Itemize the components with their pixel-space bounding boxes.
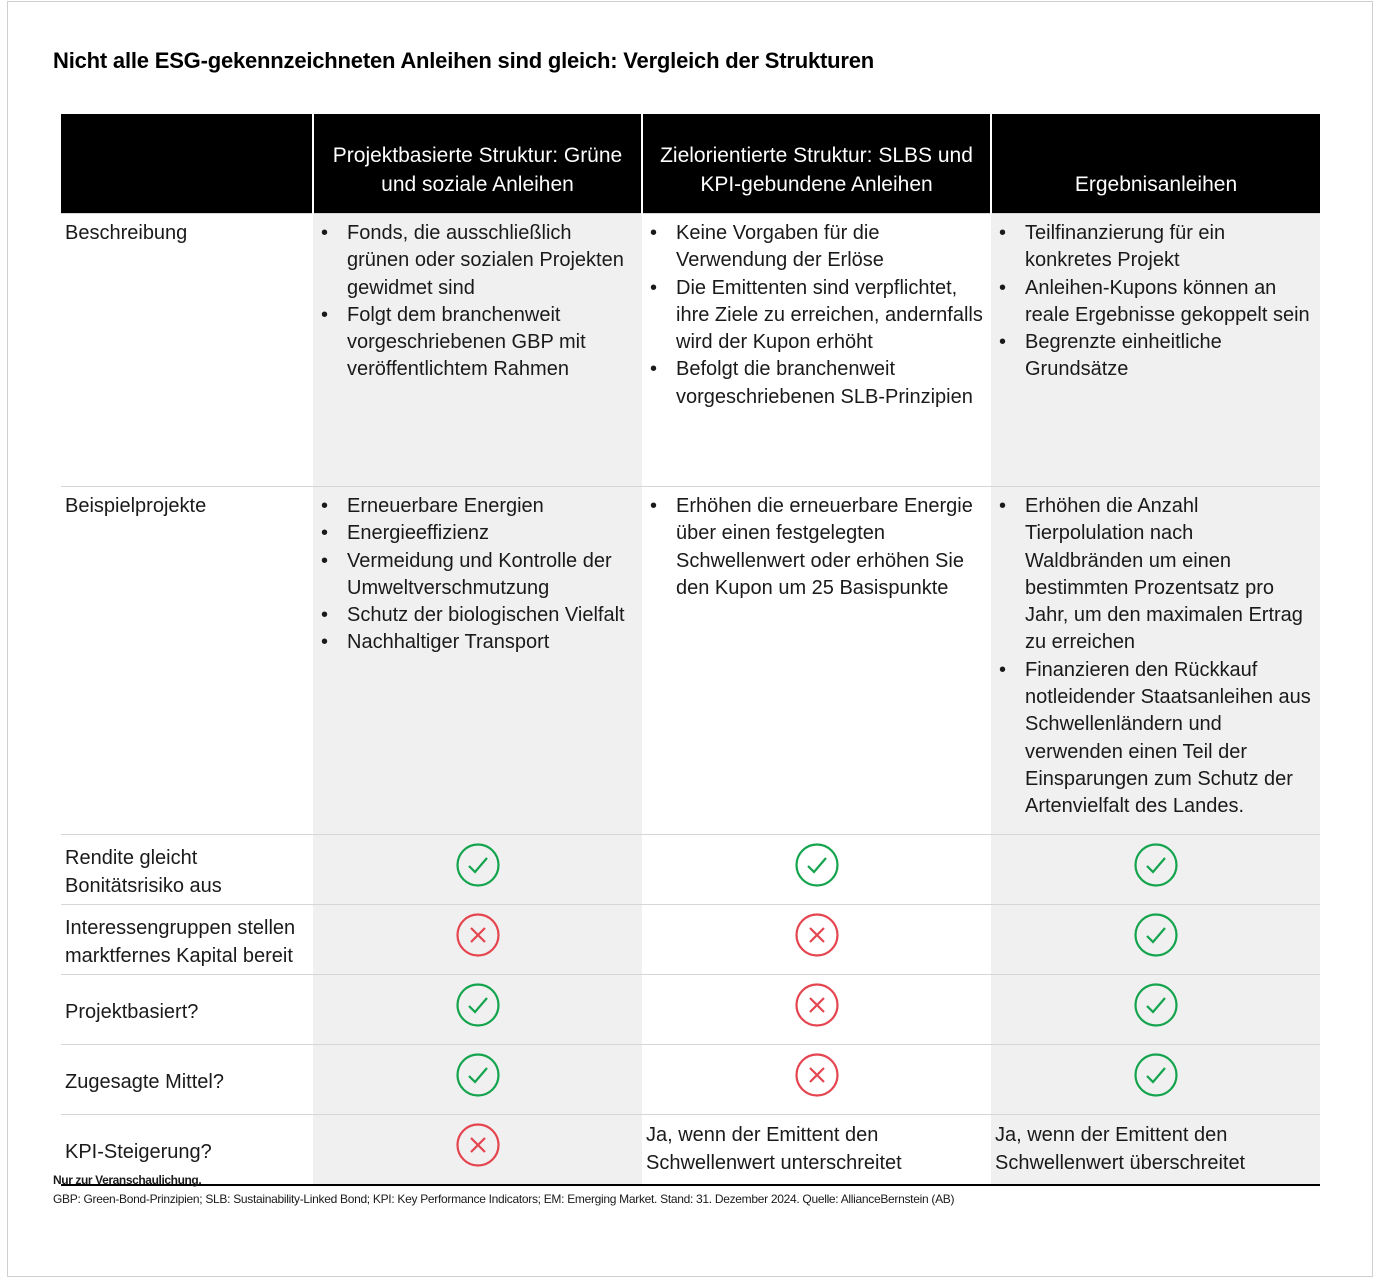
cell-check: [991, 1044, 1320, 1115]
row-rendite: Rendite gleicht Bonitätsrisiko aus: [61, 834, 1320, 905]
comparison-table: Projektbasierte Struktur: Grüne und sozi…: [61, 114, 1320, 1186]
list-item: Finanzieren den Rückkauf notleidender St…: [999, 657, 1316, 821]
cell-check: [991, 904, 1320, 975]
list-item: Anleihen-Kupons können an reale Ergebnis…: [999, 275, 1316, 330]
cross-icon: [455, 913, 500, 957]
list-item: Erhöhen die Anzahl Tierpolulation nach W…: [999, 493, 1316, 657]
row-label: Beispielprojekte: [61, 486, 313, 835]
page-title: Nicht alle ESG-gekennzeichneten Anleihen…: [53, 48, 875, 73]
cell-cross: [642, 974, 991, 1045]
row-label: Interessengruppen stellen marktfernes Ka…: [61, 904, 313, 975]
check-icon: [1133, 913, 1178, 957]
header-outcome-bonds: Ergebnisanleihen: [990, 114, 1320, 214]
list-item: Energieeffizienz: [321, 520, 638, 548]
check-icon: [455, 983, 500, 1027]
cross-icon: [794, 983, 839, 1027]
header-empty: [61, 114, 313, 214]
row-beispiel: BeispielprojekteErneuerbare EnergienEner…: [61, 486, 1320, 835]
list-item: Erhöhen die erneuerbare Energie über ein…: [650, 493, 987, 602]
cell-cross: [642, 1044, 991, 1115]
page-frame: [7, 1, 1373, 1277]
list-item: Befolgt die branchenweit vorgeschriebene…: [650, 356, 987, 411]
cell-text: Ja, wenn der Emittent den Schwellenwert …: [991, 1114, 1320, 1186]
cell-c2: Keine Vorgaben für die Verwendung der Er…: [642, 213, 991, 487]
cell-c1: Fonds, die ausschließlich grünen oder so…: [313, 213, 642, 487]
list-item: Schutz der biologischen Vielfalt: [321, 602, 638, 630]
header-goal-oriented: Zielorientierte Struktur: SLBS und KPI-g…: [641, 114, 991, 214]
header-project-based: Projektbasierte Struktur: Grüne und sozi…: [312, 114, 642, 214]
list-item: Begrenzte einheitliche Grundsätze: [999, 329, 1316, 384]
cell-check: [642, 834, 991, 905]
row-kpi: KPI-Steigerung? Ja, wenn der Emittent den…: [61, 1114, 1320, 1186]
cell-cross: [313, 904, 642, 975]
cell-c1: Erneuerbare EnergienEnergieeffizienzVerm…: [313, 486, 642, 835]
list-item: Die Emittenten sind verpflichtet, ihre Z…: [650, 275, 987, 357]
cross-icon: [794, 1053, 839, 1097]
check-icon: [1133, 843, 1178, 887]
cell-c3: Erhöhen die Anzahl Tierpolulation nach W…: [991, 486, 1320, 835]
row-mittel: Zugesagte Mittel?: [61, 1044, 1320, 1115]
row-interessen: Interessengruppen stellen marktfernes Ka…: [61, 904, 1320, 975]
row-beschreibung: BeschreibungFonds, die ausschließlich gr…: [61, 213, 1320, 487]
list-item: Erneuerbare Energien: [321, 493, 638, 521]
row-projekt: Projektbasiert?: [61, 974, 1320, 1045]
check-icon: [455, 1053, 500, 1097]
cell-check: [313, 834, 642, 905]
list-item: Teilfinanzierung für ein konkretes Proje…: [999, 220, 1316, 275]
row-label: Rendite gleicht Bonitätsrisiko aus: [61, 834, 313, 905]
cell-c3: Teilfinanzierung für ein konkretes Proje…: [991, 213, 1320, 487]
check-icon: [1133, 983, 1178, 1027]
list-item: Vermeidung und Kontrolle der Umweltversc…: [321, 548, 638, 603]
cell-cross: [642, 904, 991, 975]
cell-check: [313, 1044, 642, 1115]
cell-cross: [313, 1114, 642, 1186]
check-icon: [455, 843, 500, 887]
cross-icon: [794, 913, 839, 957]
cell-c2: Erhöhen die erneuerbare Energie über ein…: [642, 486, 991, 835]
check-icon: [1133, 1053, 1178, 1097]
footnote-title: Nur zur Veranschaulichung.: [53, 1173, 202, 1187]
list-item: Keine Vorgaben für die Verwendung der Er…: [650, 220, 987, 275]
list-item: Nachhaltiger Transport: [321, 629, 638, 657]
row-label: Projektbasiert?: [61, 974, 313, 1045]
row-label: KPI-Steigerung?: [61, 1114, 313, 1186]
cross-icon: [455, 1123, 500, 1167]
cell-check: [313, 974, 642, 1045]
row-label: Zugesagte Mittel?: [61, 1044, 313, 1115]
list-item: Folgt dem branchenweit vorgeschriebenen …: [321, 302, 638, 384]
list-item: Fonds, die ausschließlich grünen oder so…: [321, 220, 638, 302]
cell-check: [991, 834, 1320, 905]
footnote: GBP: Green-Bond-Prinzipien; SLB: Sustain…: [53, 1192, 955, 1206]
cell-text: Ja, wenn der Emittent den Schwellenwert …: [642, 1114, 991, 1186]
cell-check: [991, 974, 1320, 1045]
row-label: Beschreibung: [61, 213, 313, 487]
header-row: Projektbasierte Struktur: Grüne und sozi…: [61, 114, 1320, 214]
check-icon: [794, 843, 839, 887]
